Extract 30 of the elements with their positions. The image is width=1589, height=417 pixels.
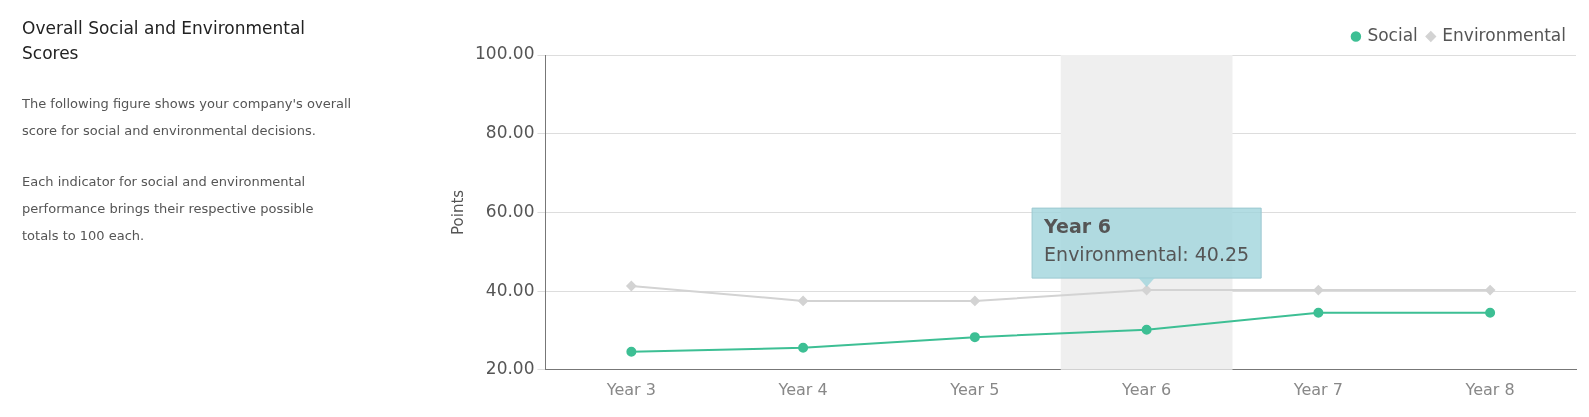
annotation: Year 6 Environmental: 40.25 (1043, 214, 1250, 265)
y-tick-label: 60.00 (485, 200, 535, 221)
y-tick-label: 80.00 (485, 122, 535, 143)
y-tick-label: 100.00 (475, 43, 535, 64)
point (1313, 307, 1324, 318)
point (798, 295, 809, 306)
point (626, 280, 637, 291)
x-tick-label: Year 3 (605, 379, 656, 399)
point (798, 342, 809, 353)
y-tick-label: 20.00 (485, 358, 535, 379)
legend-label: Social (1367, 24, 1418, 45)
text: Overall Social and Environmental Scores (22, 17, 307, 65)
x-tick-label: Year 7 (1292, 379, 1343, 399)
text: The following figure shows your company's overall score for social and environmental decisions. (22, 95, 352, 140)
text: Each indicator for social and environmental performance brings their respective possible totals to 100 each. (22, 173, 315, 245)
x-tick-label: Year 8 (1464, 379, 1515, 399)
point (969, 295, 980, 306)
y-tick-label: 40.00 (485, 279, 535, 300)
legend-label: Environmental (1442, 24, 1567, 45)
x-tick-label: Year 4 (777, 379, 828, 399)
point (969, 332, 980, 343)
point (626, 346, 637, 357)
x-tick-label: Year 6 (1121, 379, 1172, 399)
point (1141, 324, 1152, 335)
y-axis-title: Points (448, 189, 467, 235)
point (1485, 285, 1496, 296)
point (1313, 285, 1324, 296)
x-tick-label: Year 5 (949, 379, 1000, 399)
point (1485, 307, 1496, 318)
point (1141, 285, 1152, 296)
